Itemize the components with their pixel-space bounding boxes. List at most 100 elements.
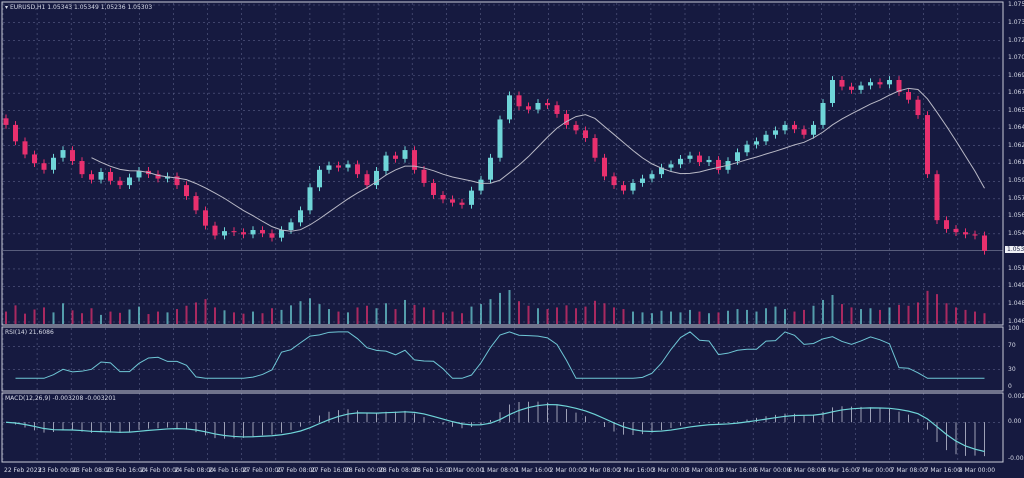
volume-bar xyxy=(594,300,596,324)
candle-down xyxy=(459,202,465,205)
price-axis-label: 1.06260 xyxy=(1008,141,1024,149)
candle-up xyxy=(763,134,769,142)
volume-bar xyxy=(860,309,862,324)
volume-bar xyxy=(812,305,815,324)
candle-up xyxy=(307,187,313,211)
candle-down xyxy=(70,150,75,162)
candle-down xyxy=(79,161,85,175)
volume-bar xyxy=(803,309,805,324)
volume-bar xyxy=(926,290,929,324)
time-label: 2 Mar 00:00 xyxy=(549,467,586,474)
time-label: 23 Feb 00:00 xyxy=(38,467,78,474)
time-label: 6 Mar 08:00 xyxy=(788,467,825,474)
candle-down xyxy=(155,174,161,179)
volume-bar xyxy=(261,313,264,324)
chart-header: ▾ EURUSD,H1 1.05343 1.05349 1.05236 1.05… xyxy=(5,4,152,11)
price-axis-label: 1.06900 xyxy=(1008,71,1024,79)
volume-bar xyxy=(841,304,843,324)
candle-up xyxy=(345,164,351,168)
ohlc-label: 1.05343 1.05349 1.05236 1.05303 xyxy=(47,4,153,11)
candle-down xyxy=(716,159,721,170)
macd-axis-label: -0.003579 xyxy=(1008,455,1024,462)
volume-bar xyxy=(90,308,93,324)
volume-bar xyxy=(945,303,948,324)
candle-up xyxy=(374,170,379,186)
candle-up xyxy=(51,157,56,170)
time-label: 7 Mar 08:00 xyxy=(890,467,927,474)
candle-down xyxy=(963,232,968,235)
price-axis-label: 1.05615 xyxy=(1008,212,1024,220)
volume-bar xyxy=(119,312,121,324)
candle-down xyxy=(269,233,275,238)
volume-bar xyxy=(622,309,625,324)
candle-down xyxy=(554,105,560,114)
macd-label: MACD(12,26,9) -0.003208 -0.003201 xyxy=(5,395,116,402)
price-axis-label: 1.04815 xyxy=(1008,299,1024,307)
volume-bar xyxy=(14,305,17,324)
time-label: 3 Mar 08:00 xyxy=(686,467,723,474)
time-label: 7 Mar 16:00 xyxy=(924,467,961,474)
volume-bar xyxy=(537,308,539,324)
candle-down xyxy=(592,138,598,158)
candle-down xyxy=(260,230,265,234)
candle-up xyxy=(659,167,664,175)
rsi-axis-label: 70 xyxy=(1008,342,1016,350)
candle-up xyxy=(298,210,303,223)
candle-up xyxy=(488,157,493,180)
candle-down xyxy=(450,199,455,203)
volume-bar xyxy=(489,299,492,324)
volume-bar xyxy=(24,313,26,324)
time-label: 1 Mar 16:00 xyxy=(515,467,552,474)
candle-up xyxy=(858,85,864,90)
volume-bar xyxy=(660,310,663,324)
volume-bar xyxy=(176,309,178,324)
volume-bar xyxy=(698,311,701,324)
candles xyxy=(3,76,987,255)
time-label: 24 Feb 16:00 xyxy=(208,467,248,474)
candle-up xyxy=(136,170,142,178)
candle-up xyxy=(60,150,66,158)
macd-axis-label: 0.00 xyxy=(1008,418,1022,426)
volume-bar xyxy=(461,313,463,324)
price-axis-label: 1.06420 xyxy=(1008,124,1024,132)
candle-up xyxy=(222,231,227,236)
candle-down xyxy=(3,118,9,125)
volume-bar xyxy=(527,305,530,324)
candle-down xyxy=(839,80,845,87)
volume-bar xyxy=(983,313,986,324)
volume-bar xyxy=(62,303,64,324)
candle-up xyxy=(165,176,170,179)
volume-bar xyxy=(404,299,406,324)
collapse-icon[interactable]: ▾ xyxy=(5,4,9,11)
candle-down xyxy=(355,164,360,175)
candle-down xyxy=(231,231,237,233)
candle-down xyxy=(431,182,436,195)
time-label: 7 Mar 00:00 xyxy=(856,467,893,474)
candle-down xyxy=(953,228,959,233)
candle-down xyxy=(621,185,626,191)
price-axis-label: 1.07545 xyxy=(1008,1,1024,8)
time-label: 24 Feb 00:00 xyxy=(140,467,180,474)
price-panel-border xyxy=(1,1,1004,326)
candle-down xyxy=(849,86,854,90)
volume-bar xyxy=(166,312,169,324)
volume-bar xyxy=(964,309,967,324)
volume-bar xyxy=(128,309,131,324)
candle-up xyxy=(706,159,712,163)
candle-up xyxy=(782,124,788,131)
candle-up xyxy=(830,80,835,104)
volume-bar xyxy=(556,307,558,324)
volume-bar xyxy=(356,307,359,324)
volume-bar xyxy=(822,299,824,324)
volume-bar xyxy=(204,299,207,324)
candle-up xyxy=(469,190,474,205)
volume-bar xyxy=(375,308,378,324)
candle-down xyxy=(336,165,341,168)
volume-bar xyxy=(309,298,311,324)
rsi-label: RSI(14) 21.6086 xyxy=(5,329,54,336)
candle-down xyxy=(364,174,370,186)
price-axis-label: 1.06740 xyxy=(1008,89,1024,97)
volume-bar xyxy=(5,311,7,324)
time-label: 28 Feb 00:00 xyxy=(345,467,385,474)
